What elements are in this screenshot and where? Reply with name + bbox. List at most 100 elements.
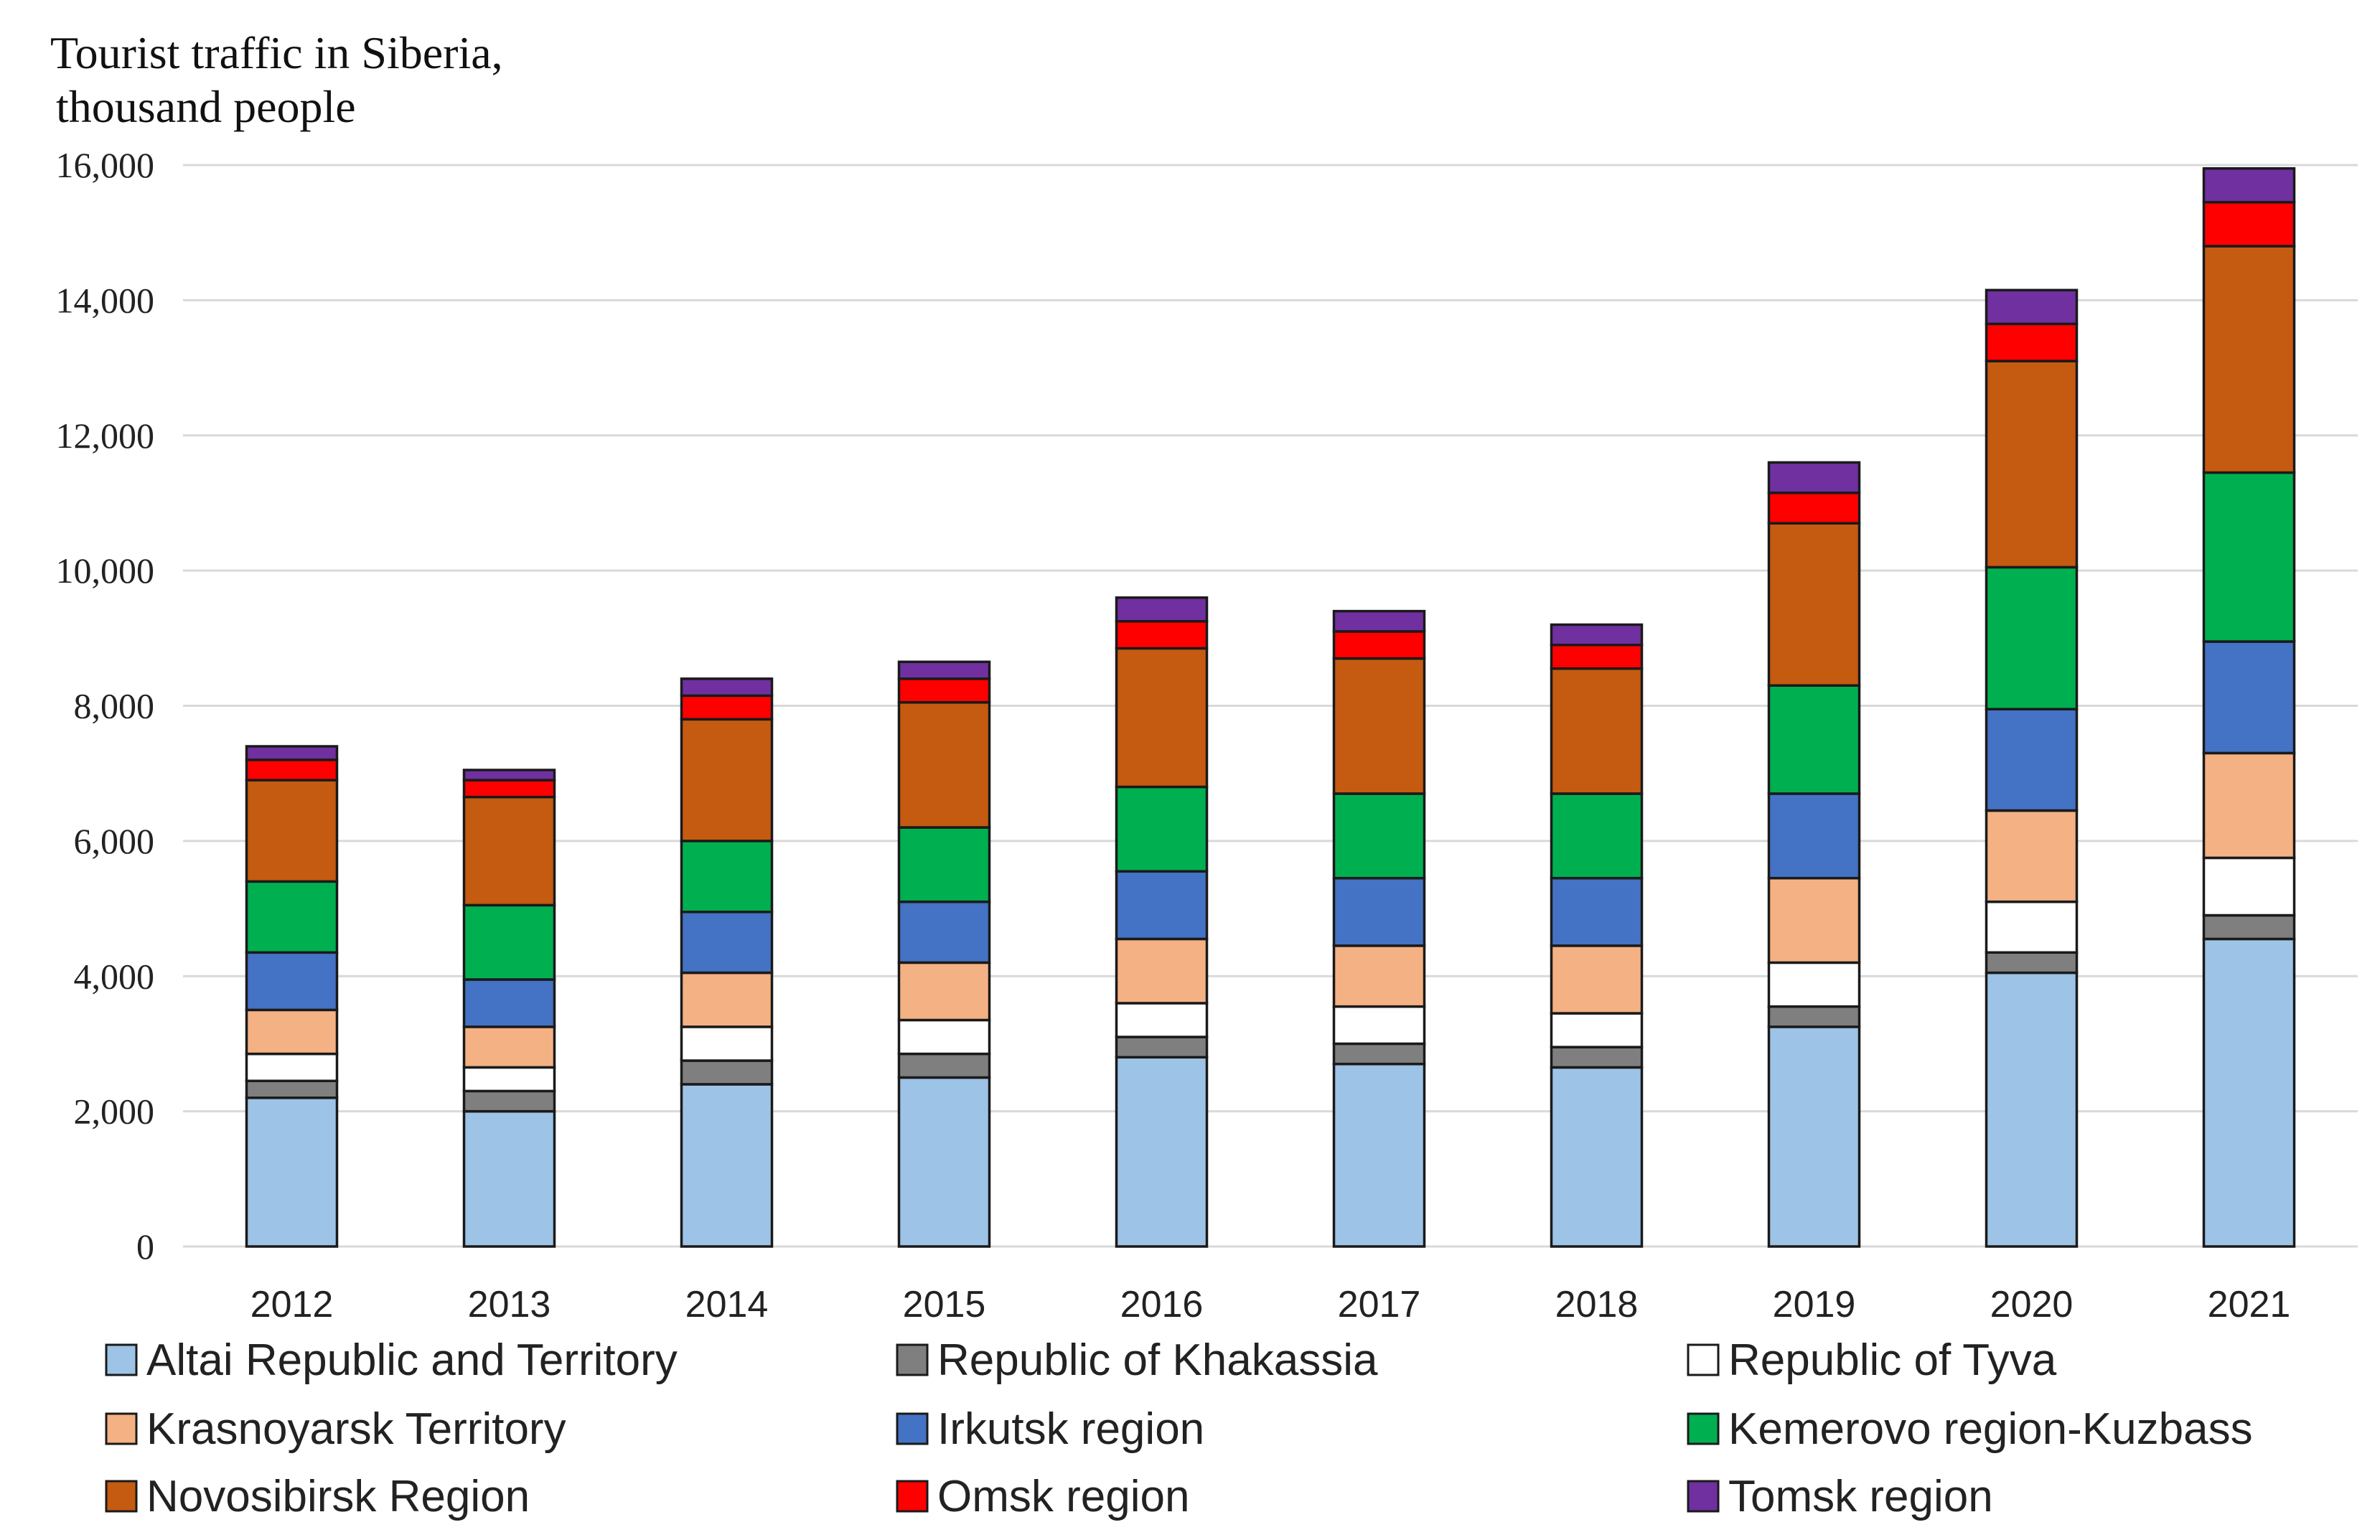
bar-segment [462,779,556,799]
bar-segment [1550,667,1644,795]
bar-segment [897,660,991,680]
legend-swatch [1687,1480,1720,1513]
x-tick-label: 2014 [685,1284,769,1325]
bar-segment [1332,609,1426,633]
y-tick-label: 4,000 [74,956,155,996]
x-tick-label: 2021 [2208,1284,2291,1325]
bar-segment [1985,360,2079,569]
bar-segment [245,745,339,761]
bar-segment [245,1097,339,1248]
bar-segment [1767,461,1861,494]
bar-segment [1767,492,1861,525]
legend-label: Irkutsk region [937,1404,1204,1454]
bar-segment [2202,201,2296,248]
bar-segment [1332,1042,1426,1066]
bar-segment [1985,708,2079,812]
y-tick-label: 12,000 [56,415,155,456]
bar-segment [2202,937,2296,1248]
legend-label: Krasnoyarsk Territory [146,1404,566,1454]
x-tick-label: 2020 [1990,1284,2074,1325]
bar-segment [1550,643,1644,670]
bar-segment [897,1076,991,1248]
bar-segment [1985,900,2079,954]
bar-segment [2202,856,2296,917]
bar-segment [1332,657,1426,795]
bar-segment [462,1109,556,1248]
y-axis-ticks: 0 2,000 4,000 6,000 8,000 10,000 12,000 14,000 1… [56,145,155,1267]
bar-segment [1985,288,2079,326]
chart-title-line2: thousand people [56,81,356,132]
y-tick-label: 16,000 [56,145,155,185]
bar-segment [462,1066,556,1093]
bar-segment [1332,876,1426,947]
bar-segment [2202,245,2296,474]
y-tick-label: 10,000 [56,550,155,591]
legend-label: Novosibirsk Region [146,1472,530,1521]
bar-segment [1550,1012,1644,1048]
bar-segment [1115,937,1209,1005]
legend-swatch [896,1480,929,1513]
bar-segment [2202,166,2296,204]
legend-swatch [1687,1343,1720,1376]
legend-label: Republic of Khakassia [937,1335,1378,1385]
bar-segment [1332,1062,1426,1248]
bar-segment [897,677,991,704]
bar-segment [2202,640,2296,755]
bar-segment [245,951,339,1012]
legend-label: Altai Republic and Territory [146,1335,678,1385]
legend-swatch [896,1412,929,1445]
legend: Altai Republic and Territory Republic of … [105,1335,2253,1521]
bar-segment [1115,1036,1209,1059]
bar-segment [680,1025,774,1062]
bar-segment [1115,1056,1209,1248]
x-tick-label: 2017 [1338,1284,1421,1325]
bar-segment [1550,1066,1644,1248]
bar-segment [245,779,339,883]
bar-segment [1767,792,1861,880]
bar-segment [680,1083,774,1248]
bar-segment [2202,751,2296,860]
legend-swatch [105,1480,138,1513]
bar-segment [897,900,991,964]
bar-segment [1115,1002,1209,1038]
bar-segment [680,840,774,914]
legend-label: Kemerovo region-Kuzbass [1728,1404,2253,1454]
bar-segment [245,759,339,781]
bar-segment [2202,471,2296,643]
bar-segment [897,961,991,1022]
bar-segment [2202,914,2296,941]
bar-segment [1985,809,2079,903]
bar-segment [680,677,774,698]
bar-segment [1767,1005,1861,1028]
x-tick-label: 2012 [250,1284,334,1325]
legend-label: Republic of Tyva [1728,1335,2057,1385]
x-tick-label: 2018 [1555,1284,1639,1325]
bar-segment [1115,870,1209,941]
bar-segment [897,1018,991,1056]
bar-segment [680,694,774,721]
y-tick-label: 6,000 [74,821,155,861]
bar-segment [680,971,774,1028]
bar-segment [462,1025,556,1069]
bar-segment [1767,876,1861,964]
bar-segment [462,978,556,1028]
bar-segment [1985,971,2079,1248]
bar-segment [1767,1025,1861,1248]
bar-segment [245,1079,339,1099]
bar-segment [1767,522,1861,687]
bar-segment [1550,876,1644,947]
bar-segment [897,1052,991,1079]
bar-segment [1550,1046,1644,1069]
bar-segment [1985,951,2079,975]
bar-segment [1115,785,1209,873]
bar-segment [462,769,556,781]
bar-segment [245,1008,339,1056]
bar-segment [1332,944,1426,1008]
bar-segment [1550,792,1644,880]
bar-segment [1767,961,1861,1008]
legend-label: Omsk region [937,1472,1189,1521]
bar-segment [1550,623,1644,647]
x-tick-label: 2015 [903,1284,986,1325]
bar-segment [1115,620,1209,650]
